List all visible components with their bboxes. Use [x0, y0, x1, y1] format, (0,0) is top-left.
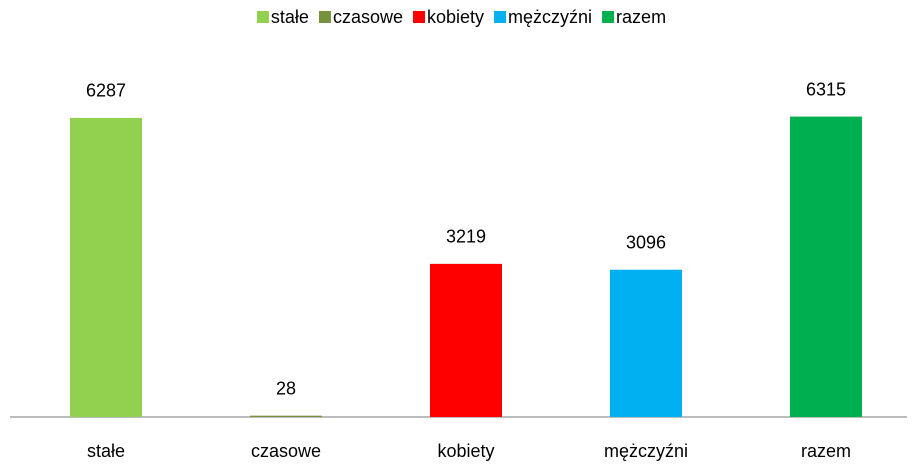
legend-swatch — [256, 11, 269, 23]
data-label: 3219 — [446, 227, 486, 247]
legend-label: kobiety — [427, 7, 484, 27]
legend-label: razem — [616, 7, 666, 27]
legend-label: stałe — [271, 7, 309, 27]
x-tick-label: kobiety — [437, 441, 494, 461]
bar — [610, 269, 682, 417]
legend-label: czasowe — [333, 7, 403, 27]
legend-swatch — [602, 11, 615, 23]
x-tick-label: razem — [801, 441, 851, 461]
bar — [430, 263, 502, 417]
x-tick-label: stałe — [87, 441, 125, 461]
data-label: 3096 — [626, 232, 666, 252]
data-label: 6287 — [86, 81, 126, 101]
legend-swatch — [318, 11, 331, 23]
legend-swatch — [494, 11, 507, 23]
x-tick-label: czasowe — [251, 441, 321, 461]
legend-swatch — [412, 11, 425, 23]
x-tick-label: mężczyźni — [604, 441, 688, 461]
bar — [250, 415, 322, 417]
legend-label: mężczyźni — [508, 7, 592, 27]
data-label: 28 — [276, 378, 296, 398]
bar — [790, 116, 862, 417]
data-label: 6315 — [806, 79, 846, 99]
bar — [70, 117, 142, 417]
